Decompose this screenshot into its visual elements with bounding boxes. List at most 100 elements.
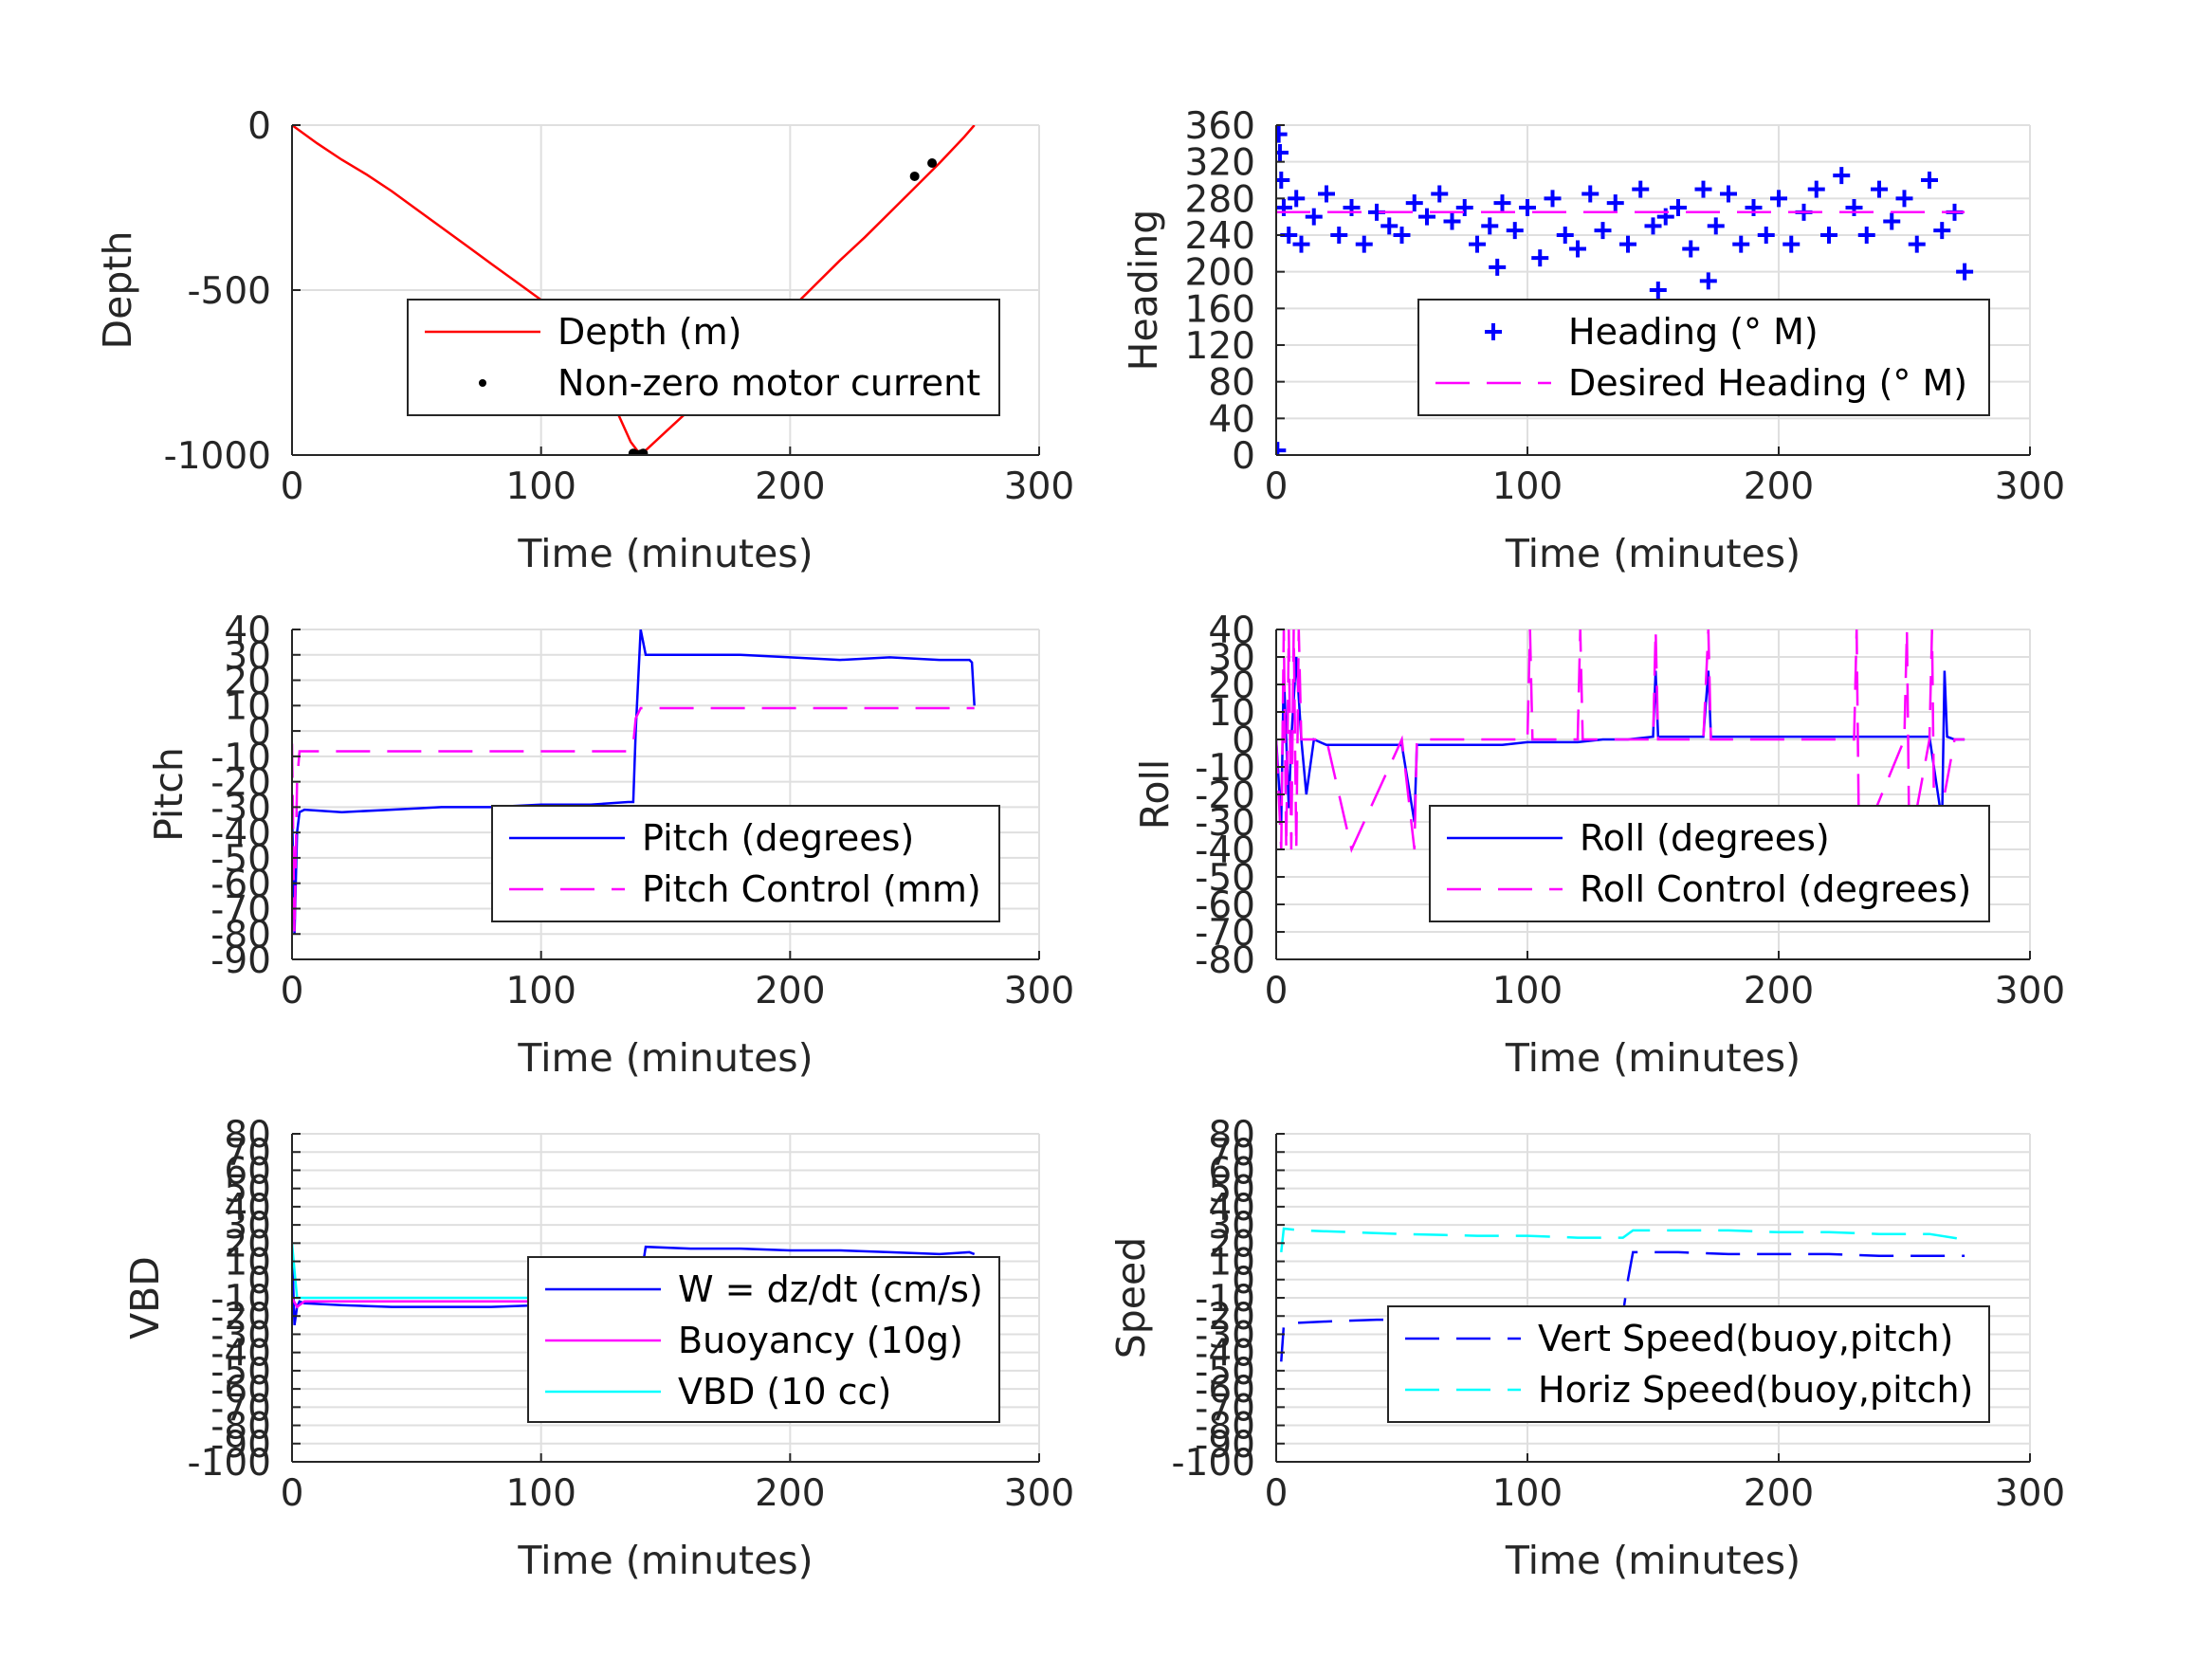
series-layer <box>1276 125 1974 455</box>
legend-box <box>1429 805 1990 922</box>
legend-label: Roll (degrees) <box>1580 817 1830 859</box>
x-tick-label: 100 <box>1492 465 1563 508</box>
y-tick-label: 0 <box>247 711 271 754</box>
heading-point <box>1556 227 1574 244</box>
y-tick-label: 10 <box>1208 692 1255 735</box>
y-tick-label: -10 <box>210 1278 271 1321</box>
heading-point <box>1569 240 1586 258</box>
x-tick-label: 100 <box>505 465 576 508</box>
y-tick-label: 70 <box>224 1132 271 1175</box>
y-tick-label: -10 <box>1195 1278 1255 1321</box>
heading-point <box>1707 217 1725 235</box>
legend-label: Desired Heading (° M) <box>1568 362 1967 404</box>
x-axis-label: Time (minutes) <box>1505 1538 1801 1583</box>
heading-point <box>1782 235 1801 253</box>
y-tick-label: -50 <box>210 1351 271 1394</box>
y-tick-label: -20 <box>1195 775 1255 817</box>
chart-speed: 0 100 200 300-100-90-80-70-60-50-40-30-20-1… <box>1108 1114 2065 1583</box>
x-axis-label: Time (minutes) <box>517 531 813 576</box>
legend: Roll (degrees) Roll Control (degrees) <box>1429 805 1990 922</box>
y-tick-label: -60 <box>1195 1369 1255 1412</box>
y-tick-label: -30 <box>210 787 271 830</box>
y-tick-label: 240 <box>1185 215 1255 258</box>
legend-label: Vert Speed(buoy,pitch) <box>1538 1318 1953 1359</box>
heading-point <box>1682 240 1700 258</box>
y-tick-label: 60 <box>224 1150 271 1193</box>
series-line-1 <box>1276 629 1965 853</box>
y-tick-label: 80 <box>1208 1114 1255 1157</box>
y-tick-label: 10 <box>1208 1242 1255 1285</box>
legend-box <box>1387 1305 1990 1423</box>
y-axis-label: Heading <box>1121 210 1166 372</box>
x-tick-label: 100 <box>1492 970 1563 1012</box>
series-line-0 <box>1276 656 1965 823</box>
y-tick-label: -90 <box>1195 1424 1255 1467</box>
y-tick-label: -1000 <box>164 435 271 478</box>
y-tick-label: -70 <box>210 1387 271 1430</box>
x-tick-label: 200 <box>755 1472 825 1515</box>
x-axis-label: Time (minutes) <box>1505 1035 1801 1081</box>
y-tick-label: -10 <box>1195 747 1255 790</box>
legend-label: Non-zero motor current <box>558 362 980 404</box>
y-tick-label: 160 <box>1185 288 1255 331</box>
y-tick-label: -10 <box>210 737 271 779</box>
heading-point <box>1606 194 1624 212</box>
x-axis-label: Time (minutes) <box>517 1035 813 1081</box>
heading-point <box>1493 194 1511 212</box>
legend-label: Roll Control (degrees) <box>1580 868 1971 910</box>
y-tick-label: 30 <box>1208 637 1255 680</box>
heading-point <box>1355 235 1373 253</box>
legend-box <box>1417 299 1990 416</box>
x-tick-label: 200 <box>1744 970 1814 1012</box>
heading-point <box>1481 217 1499 235</box>
legend-box <box>407 299 1000 416</box>
series-layer <box>292 125 976 455</box>
y-tick-label: -20 <box>210 762 271 805</box>
y-tick-label: 40 <box>1208 1187 1255 1230</box>
legend-marker <box>479 379 486 387</box>
series-line-0 <box>292 629 976 935</box>
heading-point <box>1276 125 1288 143</box>
y-axis-label: VBD <box>122 1256 168 1340</box>
y-tick-label: -40 <box>1195 1333 1255 1376</box>
heading-point <box>1670 199 1687 216</box>
y-tick-label: -70 <box>210 888 271 931</box>
series-layer <box>292 629 976 935</box>
y-tick-label: -80 <box>210 914 271 957</box>
y-axis-label: Roll <box>1132 759 1178 830</box>
y-tick-label: 20 <box>1208 665 1255 707</box>
y-tick-label: 0 <box>247 105 271 148</box>
chart-vbd: 0 100 200 300-100-90-80-70-60-50-40-30-20-1… <box>122 1114 1074 1583</box>
legend-label: W = dz/dt (cm/s) <box>678 1268 983 1310</box>
heading-point <box>1833 167 1851 185</box>
legend-label: Buoyancy (10g) <box>678 1320 963 1361</box>
y-tick-label: -30 <box>1195 802 1255 845</box>
heading-point <box>1908 235 1926 253</box>
legend-label: Pitch Control (mm) <box>642 868 981 910</box>
y-tick-label: 40 <box>224 610 271 652</box>
x-tick-label: 0 <box>1265 1472 1289 1515</box>
chart-depth: 0 100 200 300 -1000 -500 0 Time (minutes) Depth D… <box>95 105 1074 576</box>
heading-point <box>1594 222 1612 240</box>
y-tick-label: -100 <box>187 1442 271 1485</box>
y-axis-label: Speed <box>1108 1237 1154 1359</box>
legend-label: Heading (° M) <box>1568 311 1819 353</box>
heading-point <box>1318 185 1335 203</box>
y-tick-label: 320 <box>1185 142 1255 185</box>
x-axis-label: Time (minutes) <box>517 1538 813 1583</box>
y-tick-label: -80 <box>210 1406 271 1449</box>
heading-point <box>1544 190 1562 208</box>
heading-point <box>1292 235 1310 253</box>
y-tick-label: 10 <box>224 685 271 728</box>
motor-current-point <box>638 448 649 455</box>
motor-current-point <box>909 171 920 181</box>
y-tick-label: -70 <box>1195 1387 1255 1430</box>
legend-label: VBD (10 cc) <box>678 1371 891 1413</box>
heading-point <box>1531 249 1549 267</box>
x-tick-label: 100 <box>505 1472 576 1515</box>
legend-label: Depth (m) <box>558 311 742 353</box>
heading-point <box>1956 263 1974 281</box>
y-axis-label: Depth <box>95 231 140 350</box>
legend-box <box>491 805 1000 922</box>
y-tick-label: -70 <box>1195 912 1255 955</box>
